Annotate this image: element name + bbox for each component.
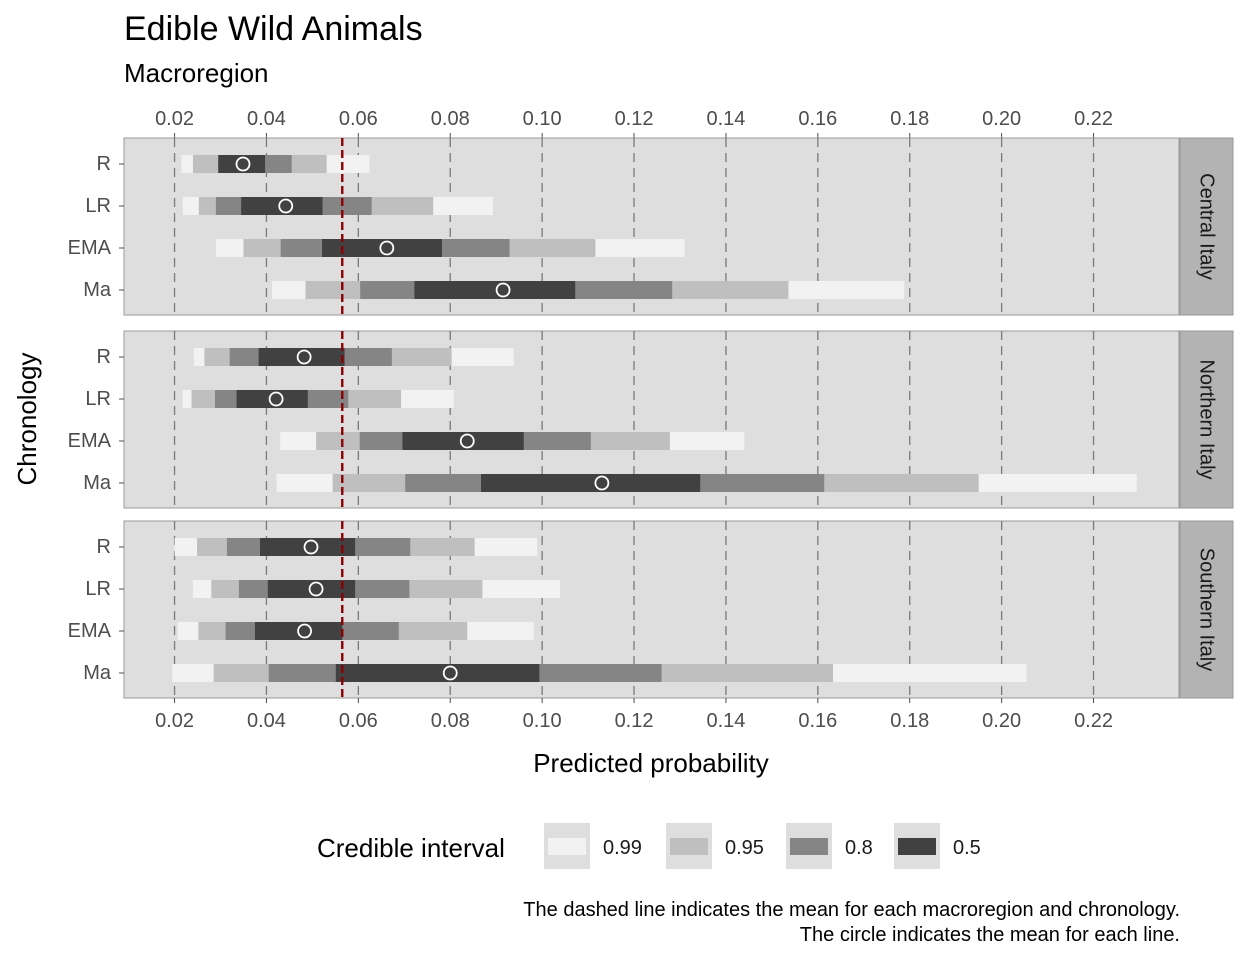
x-tick-bottom: 0.16 bbox=[798, 710, 837, 732]
interval-bar-i50 bbox=[258, 348, 345, 366]
facet-strip-label: Northern Italy bbox=[1196, 359, 1218, 479]
y-tick-label: R bbox=[97, 536, 111, 558]
chart-subtitle: Macroregion bbox=[124, 58, 269, 88]
interval-bar-i50 bbox=[481, 474, 701, 492]
legend-label: 0.5 bbox=[953, 837, 981, 859]
x-tick-bottom: 0.06 bbox=[339, 710, 378, 732]
y-tick-label: Ma bbox=[83, 472, 112, 494]
interval-bar-i50 bbox=[322, 239, 442, 257]
x-tick-bottom: 0.08 bbox=[431, 710, 470, 732]
interval-bar-i50 bbox=[241, 197, 323, 215]
facet-strip-label: Central Italy bbox=[1196, 173, 1218, 280]
facet-panel: Northern Italy R LR EMA Ma bbox=[68, 330, 1234, 509]
facet-panels: Central Italy R LR EMA Ma Northern Italy R LR EM… bbox=[68, 137, 1234, 699]
x-tick-top: 0.16 bbox=[798, 108, 837, 130]
x-tick-bottom: 0.14 bbox=[706, 710, 745, 732]
interval-bar-i50 bbox=[267, 580, 356, 598]
mean-point bbox=[594, 475, 610, 491]
mean-point bbox=[235, 156, 251, 172]
caption-line-2: The circle indicates the mean for each l… bbox=[800, 924, 1180, 946]
x-tick-bottom: 0.04 bbox=[247, 710, 286, 732]
chart-title: Edible Wild Animals bbox=[124, 10, 423, 48]
facet-panel: Central Italy R LR EMA Ma bbox=[68, 137, 1234, 316]
y-tick-label: Ma bbox=[83, 279, 112, 301]
legend-label: 0.99 bbox=[603, 837, 642, 859]
mean-point bbox=[278, 198, 294, 214]
facet-strip bbox=[1179, 330, 1234, 509]
interval-bar-i50 bbox=[335, 664, 540, 682]
y-tick-label: R bbox=[97, 153, 111, 175]
caption-line-1: The dashed line indicates the mean for e… bbox=[523, 899, 1180, 921]
legend-key-swatch bbox=[548, 838, 586, 855]
legend-title: Credible interval bbox=[317, 833, 505, 863]
legend-key-swatch bbox=[898, 838, 936, 855]
y-tick-label: EMA bbox=[68, 237, 112, 259]
y-tick-label: EMA bbox=[68, 620, 112, 642]
legend-label: 0.8 bbox=[845, 837, 873, 859]
mean-point bbox=[297, 623, 312, 639]
x-tick-top: 0.06 bbox=[339, 108, 378, 130]
interval-bar-i50 bbox=[218, 155, 266, 173]
x-tick-top: 0.08 bbox=[431, 108, 470, 130]
x-tick-bottom: 0.22 bbox=[1074, 710, 1113, 732]
legend-key-swatch bbox=[790, 838, 828, 855]
y-tick-label: LR bbox=[85, 578, 111, 600]
y-tick-label: LR bbox=[85, 388, 111, 410]
facet-strip-label: Southern Italy bbox=[1196, 548, 1218, 671]
mean-point bbox=[442, 665, 458, 681]
mean-point bbox=[495, 282, 511, 298]
mean-point bbox=[308, 581, 324, 597]
y-axis-label: Chronology bbox=[12, 353, 42, 486]
x-tick-top: 0.02 bbox=[155, 108, 194, 130]
facet-panel: Southern Italy R LR EMA Ma bbox=[68, 520, 1234, 699]
x-axis-label: Predicted probability bbox=[533, 748, 769, 778]
facet-strip bbox=[1179, 137, 1234, 316]
interval-bar-i50 bbox=[236, 390, 308, 408]
x-tick-bottom: 0.12 bbox=[615, 710, 654, 732]
interval-bar-i50 bbox=[402, 432, 524, 450]
legend-key-swatch bbox=[670, 838, 708, 855]
x-tick-top: 0.18 bbox=[890, 108, 929, 130]
bottom-x-axis: 0.02 0.04 0.06 0.08 0.10 0.12 0.14 0.16 0.18 0.20… bbox=[155, 698, 1113, 732]
y-tick-label: LR bbox=[85, 195, 111, 217]
top-x-axis: 0.02 0.04 0.06 0.08 0.10 0.12 0.14 0.16 0.18 0.20… bbox=[155, 108, 1113, 138]
y-tick-label: EMA bbox=[68, 430, 112, 452]
legend: Credible interval 0.99 0.95 0.8 0.5 bbox=[317, 823, 981, 869]
x-tick-bottom: 0.02 bbox=[155, 710, 194, 732]
interval-bar-i50 bbox=[260, 538, 356, 556]
x-tick-top: 0.04 bbox=[247, 108, 286, 130]
mean-point bbox=[268, 391, 284, 407]
x-tick-top: 0.22 bbox=[1074, 108, 1113, 130]
mean-point bbox=[296, 349, 312, 365]
y-tick-label: Ma bbox=[83, 662, 112, 684]
x-tick-top: 0.12 bbox=[615, 108, 654, 130]
y-tick-label: R bbox=[97, 346, 111, 368]
mean-point bbox=[379, 240, 395, 256]
interval-bar-i50 bbox=[414, 281, 576, 299]
mean-point bbox=[459, 433, 475, 449]
caption: The dashed line indicates the mean for e… bbox=[523, 899, 1180, 946]
legend-label: 0.95 bbox=[725, 837, 764, 859]
x-tick-top: 0.10 bbox=[523, 108, 562, 130]
mean-point bbox=[303, 539, 319, 555]
x-tick-bottom: 0.18 bbox=[890, 710, 929, 732]
facet-strip bbox=[1179, 520, 1234, 699]
x-tick-top: 0.20 bbox=[982, 108, 1021, 130]
x-tick-bottom: 0.20 bbox=[982, 710, 1021, 732]
x-tick-bottom: 0.10 bbox=[523, 710, 562, 732]
x-tick-top: 0.14 bbox=[706, 108, 745, 130]
